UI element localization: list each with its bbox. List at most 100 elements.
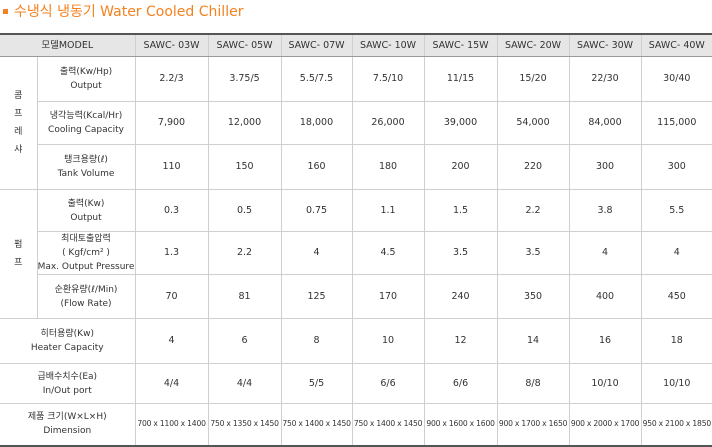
value-cell: 220 — [496, 144, 570, 190]
model-header: SAWC- 07W — [280, 33, 353, 57]
value-cell: 400 — [568, 274, 642, 319]
data-row: 냉각능력(Kcal/Hr) Cooling Capacity 7,900 12,000… — [0, 101, 712, 145]
group-cell: 콤프레샤 — [0, 56, 38, 190]
value-cell: 115,000 — [640, 101, 712, 145]
label-line: Heater Capacity — [30, 343, 104, 353]
value-cell: 0.5 — [207, 189, 282, 232]
value-cell: 5/5 — [280, 363, 353, 404]
data-row: 탱크용량(ℓ) Tank Volume 110 150 160 180 200 220 300 3… — [0, 144, 712, 190]
value-cell: 30/40 — [640, 56, 712, 102]
row-label: 출력(Kw) Output — [36, 189, 136, 232]
value-cell: 3.5 — [496, 231, 570, 275]
value-cell: 8/8 — [496, 363, 570, 404]
value-cell: 350 — [496, 274, 570, 319]
label-line: Max. Output Pressure — [37, 262, 135, 272]
value-cell: 18 — [640, 318, 712, 364]
value-cell: 900 x 1600 x 1600 — [423, 403, 498, 446]
label-line: 탱크용량(ℓ) — [64, 155, 108, 165]
value-cell: 200 — [423, 144, 498, 190]
label-line: Output — [70, 212, 102, 223]
value-cell: 10/10 — [568, 363, 642, 404]
row-label: 순환유량(ℓ/Min) (Flow Rate) — [37, 274, 136, 319]
value-cell: 700 x 1100 x 1400 — [134, 403, 209, 446]
value-cell: 300 — [568, 144, 642, 190]
group-cell: 펌프 — [0, 189, 38, 319]
value-cell: 6/6 — [351, 363, 425, 404]
data-row: 펌프 출력(Kw) Output 0.3 0.5 0.75 1.1 1.5 2.2 3.8 5.5 — [0, 189, 712, 319]
value-cell: 5.5 — [640, 189, 712, 232]
page-title: 수냉식 냉동기 Water Cooled Chiller — [14, 4, 244, 20]
value-cell: 160 — [280, 144, 353, 190]
value-cell: 750 x 1400 x 1450 — [280, 403, 353, 446]
value-cell: 7.5/10 — [351, 56, 425, 102]
value-cell: 0.3 — [134, 189, 209, 232]
value-cell: 4/4 — [207, 363, 282, 404]
value-cell: 750 x 1350 x 1450 — [207, 403, 282, 446]
label-line: ( Kgf/cm² ) — [62, 248, 110, 258]
data-row: 최대토출압력 ( Kgf/cm² ) Max. Output Pressure 1.3… — [0, 231, 712, 275]
row-label: 냉각능력(Kcal/Hr) Cooling Capacity — [37, 101, 136, 145]
data-row: 콤프레샤 출력(Kw/Hp) Output 2.2/3 3.75/5 5.5/7.5 7.5… — [0, 56, 712, 190]
value-cell: 7,900 — [134, 101, 209, 145]
header-label: 모델MODEL — [0, 33, 136, 57]
model-header: SAWC- 03W — [134, 33, 209, 57]
value-cell: 70 — [134, 274, 209, 319]
value-cell: 950 x 2100 x 1850 — [640, 403, 712, 446]
value-cell: 180 — [351, 144, 425, 190]
value-cell: 110 — [134, 144, 209, 190]
value-cell: 170 — [351, 274, 425, 319]
value-cell: 4.5 — [351, 231, 425, 275]
label-line: 급배수치수(Ea) — [37, 371, 98, 382]
label-line: Dimension — [43, 426, 92, 437]
value-cell: 2.2 — [207, 231, 282, 275]
title-bar: 수냉식 냉동기 Water Cooled Chiller — [0, 0, 243, 22]
value-cell: 0.75 — [280, 189, 353, 232]
row-label: 제품 크기(W×L×H) Dimension — [0, 403, 136, 446]
value-cell: 14 — [496, 318, 570, 364]
value-cell: 150 — [207, 144, 282, 190]
label-line: 히터용량(Kw) — [40, 329, 94, 339]
label-line: 순환유량(ℓ/Min) — [54, 284, 118, 295]
data-row: 제품 크기(W×L×H) Dimension 700 x 1100 x 1400 75… — [0, 403, 712, 446]
row-label: 급배수치수(Ea) In/Out port — [0, 363, 136, 404]
label-line: Cooling Capacity — [48, 125, 124, 135]
value-cell: 2.2/3 — [134, 56, 209, 102]
row-label: 히터용량(Kw) Heater Capacity — [0, 318, 136, 364]
value-cell: 3.8 — [568, 189, 642, 232]
label-line: Tank Volume — [57, 169, 115, 179]
value-cell: 6/6 — [423, 363, 498, 404]
header-row: 모델MODEL SAWC- 03W SAWC- 05W SAWC- 07W SAWC- … — [0, 33, 712, 57]
value-cell: 3.75/5 — [207, 56, 282, 102]
value-cell: 4 — [640, 231, 712, 275]
title-marker — [3, 8, 8, 14]
model-header: SAWC- 40W — [640, 33, 712, 57]
value-cell: 300 — [640, 144, 712, 190]
value-cell: 900 x 1700 x 1650 — [496, 403, 570, 446]
value-cell: 4 — [568, 231, 642, 275]
data-row: 순환유량(ℓ/Min) (Flow Rate) 70 81 125 170 240 350 40… — [0, 274, 712, 319]
row-label: 출력(Kw/Hp) Output — [36, 56, 136, 102]
value-cell: 12,000 — [207, 101, 282, 145]
value-cell: 4/4 — [134, 363, 209, 404]
model-header: SAWC- 15W — [423, 33, 498, 57]
value-cell: 125 — [280, 274, 353, 319]
value-cell: 22/30 — [568, 56, 642, 102]
value-cell: 10/10 — [640, 363, 712, 404]
value-cell: 18,000 — [280, 101, 353, 145]
value-cell: 5.5/7.5 — [280, 56, 353, 102]
value-cell: 1.1 — [351, 189, 425, 232]
data-row: 급배수치수(Ea) In/Out port 4/4 4/4 5/5 6/6 6/6 8/8 10… — [0, 363, 712, 404]
row-label: 최대토출압력 ( Kgf/cm² ) Max. Output Pressure — [37, 231, 136, 275]
value-cell: 54,000 — [496, 101, 570, 145]
value-cell: 4 — [280, 231, 353, 275]
value-cell: 900 x 2000 x 1700 — [568, 403, 642, 446]
row-label: 탱크용량(ℓ) Tank Volume — [37, 144, 136, 190]
label-line: 제품 크기(W×L×H) — [27, 412, 107, 423]
value-cell: 3.5 — [423, 231, 498, 275]
value-cell: 1.5 — [423, 189, 498, 232]
value-cell: 26,000 — [351, 101, 425, 145]
value-cell: 750 x 1400 x 1450 — [351, 403, 425, 446]
data-row: 히터용량(Kw) Heater Capacity 4 6 8 10 12 14 16 18 — [0, 318, 712, 364]
label-line: 출력(Kw/Hp) — [59, 67, 113, 77]
